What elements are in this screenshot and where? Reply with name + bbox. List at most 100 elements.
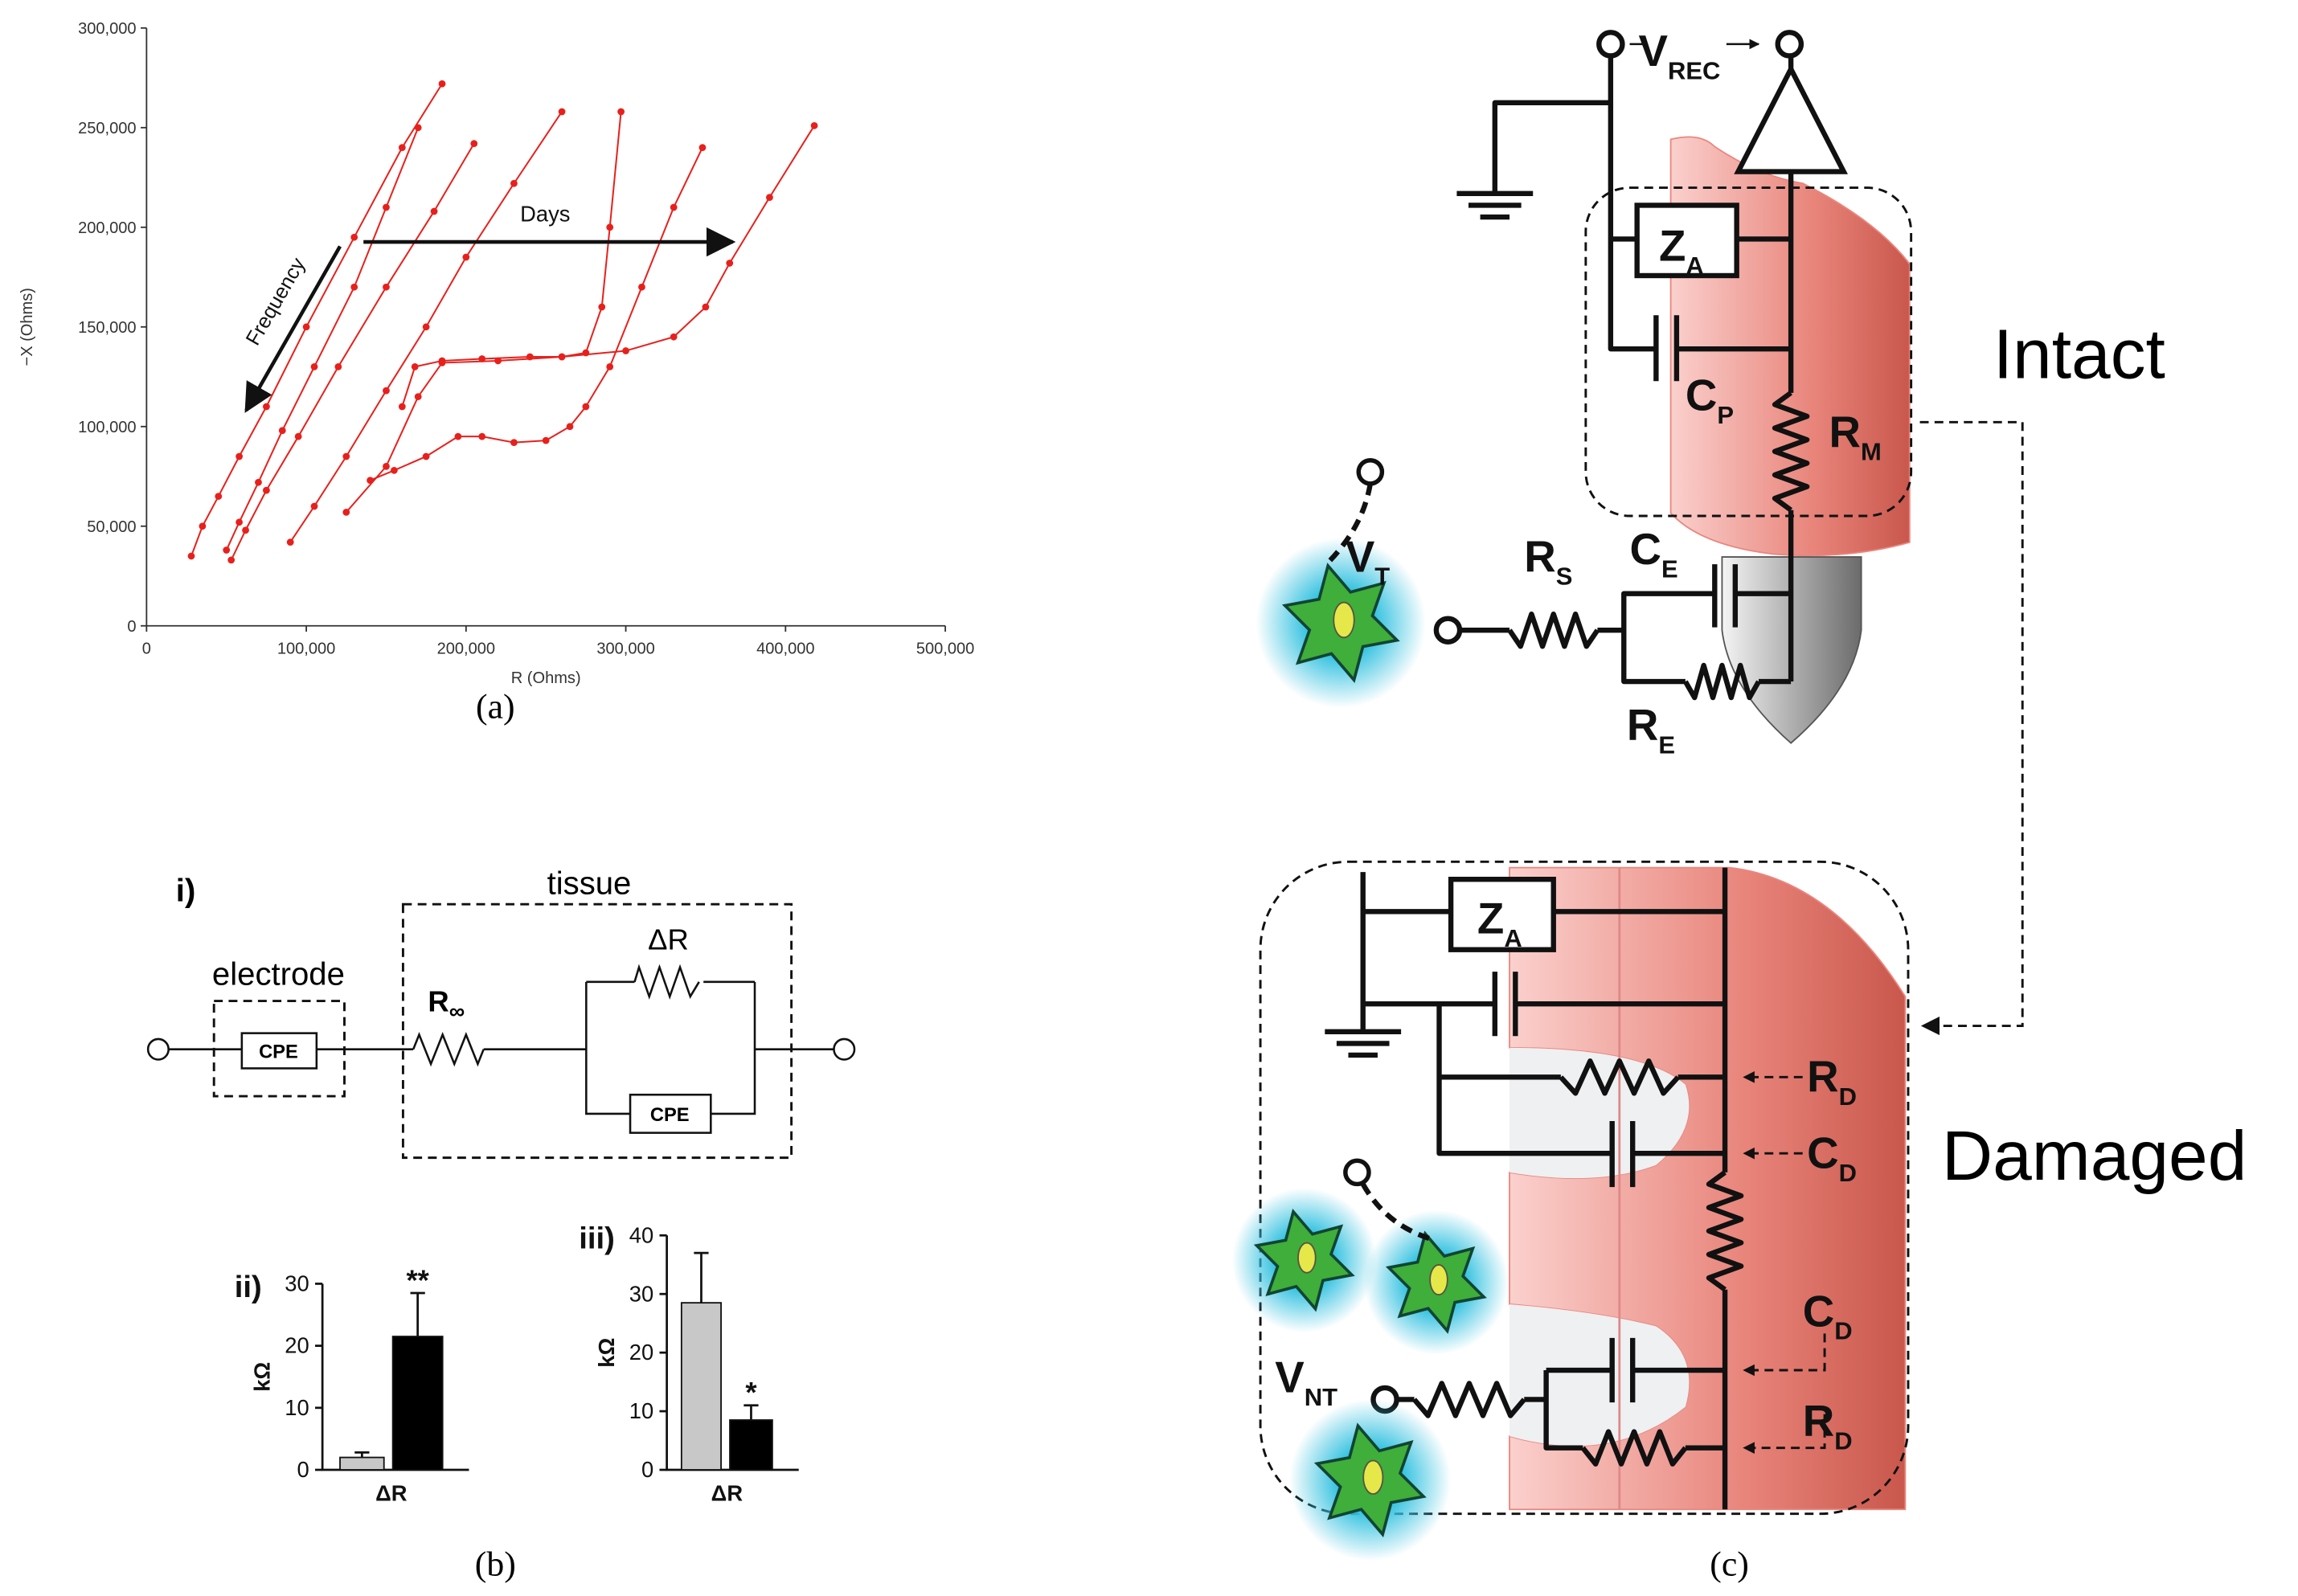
label-sub: P [1717, 401, 1734, 429]
terminal [833, 1037, 856, 1061]
point [294, 432, 302, 440]
label-main: C [1807, 1127, 1839, 1177]
point [810, 121, 818, 129]
component-label: RM [1829, 407, 1882, 465]
annotation: Days [520, 202, 570, 227]
resistor [1507, 611, 1600, 649]
label: Intact [1993, 315, 2165, 394]
label-main: R [1807, 1052, 1839, 1102]
x-tick-label: 500,000 [916, 640, 974, 657]
label: electrode [212, 956, 345, 992]
probe-tip [1343, 1158, 1371, 1187]
ground [1456, 190, 1534, 220]
resistor [1706, 1170, 1744, 1292]
y-tick-label: 40 [629, 1222, 653, 1247]
point [278, 427, 286, 435]
label: Damaged [1942, 1116, 2247, 1195]
point [430, 207, 438, 215]
label-sub: M [1861, 438, 1882, 466]
resistor [1580, 1429, 1688, 1467]
lesion [1509, 1047, 1690, 1179]
point [302, 323, 310, 331]
series-line [230, 143, 475, 561]
point [617, 108, 625, 116]
capacitor [1653, 315, 1680, 382]
terminal [1596, 30, 1625, 59]
point [383, 203, 390, 211]
capacitor [1609, 1121, 1636, 1188]
nucleus [1429, 1264, 1448, 1296]
annotation: Frequency [242, 254, 310, 350]
y-tick-label: 250,000 [78, 120, 136, 137]
label-sub: NT [1305, 1383, 1337, 1411]
point [414, 393, 422, 400]
error-bar [410, 1291, 425, 1337]
point [398, 144, 406, 151]
bar [339, 1456, 385, 1471]
point [478, 432, 486, 440]
amplifier [1734, 63, 1848, 174]
y-tick-label: 100,000 [78, 419, 136, 436]
dashed-arrow [1743, 1414, 1826, 1454]
point [598, 303, 606, 311]
point [638, 283, 645, 291]
point [470, 140, 478, 148]
y-tick-label: 30 [285, 1271, 309, 1296]
chart-a: 0 100,000 200,000 300,000 400,000 500,000 0 50,… [18, 20, 974, 687]
capacitor [1609, 1337, 1636, 1403]
point [263, 403, 270, 411]
series-line [289, 111, 563, 543]
circuit-b: i) tissue electrode CPE CPE R∞ ΔR [146, 866, 856, 1160]
point [606, 363, 614, 370]
component-label: VT [1346, 531, 1390, 590]
series-line [225, 127, 420, 550]
cpe [629, 1093, 712, 1134]
resistor [1559, 1058, 1681, 1096]
error-bar [354, 1451, 370, 1458]
dashed-arrow [1743, 1333, 1826, 1377]
label-main: C [1630, 524, 1662, 574]
arrow [244, 245, 342, 413]
x-tick-label: 300,000 [596, 640, 654, 657]
series-line [190, 83, 443, 557]
bar [391, 1336, 444, 1471]
wire [1460, 55, 1794, 685]
component-label: RE [1627, 700, 1675, 759]
point [702, 303, 710, 311]
label: CPE [259, 1042, 298, 1063]
label-main: R [1524, 531, 1556, 581]
point [698, 144, 707, 151]
y-tick-label: 0 [641, 1457, 653, 1482]
label-main: Z [1659, 221, 1686, 271]
label: CPE [650, 1105, 690, 1126]
resistor [412, 1032, 485, 1067]
point [342, 452, 350, 460]
x-axis-label: ΔR [711, 1480, 743, 1505]
bar [729, 1419, 773, 1471]
panel-label: (b) [475, 1545, 516, 1583]
component-label: RD [1807, 1052, 1857, 1111]
wire [1360, 867, 1728, 1510]
point [223, 546, 231, 554]
label-sub: E [1658, 730, 1675, 759]
label-main: R [1803, 1396, 1835, 1446]
point [542, 436, 550, 444]
point [414, 124, 422, 132]
label-main: C [1803, 1286, 1835, 1336]
point [286, 538, 294, 546]
point [383, 463, 390, 470]
point [187, 552, 195, 560]
label-sub: REC [1668, 57, 1720, 85]
component-label: CD [1803, 1286, 1853, 1344]
point [422, 323, 430, 331]
x-axis-label: R (Ohms) [511, 669, 581, 687]
y-axis-label: −X (Ohms) [18, 288, 36, 366]
y-tick-label: 200,000 [78, 219, 136, 237]
x-tick-label: 100,000 [277, 640, 335, 657]
label: ΔR [648, 923, 689, 956]
probe [1360, 1182, 1430, 1241]
point [242, 526, 249, 534]
point [255, 478, 262, 486]
connector [1919, 420, 2024, 1036]
